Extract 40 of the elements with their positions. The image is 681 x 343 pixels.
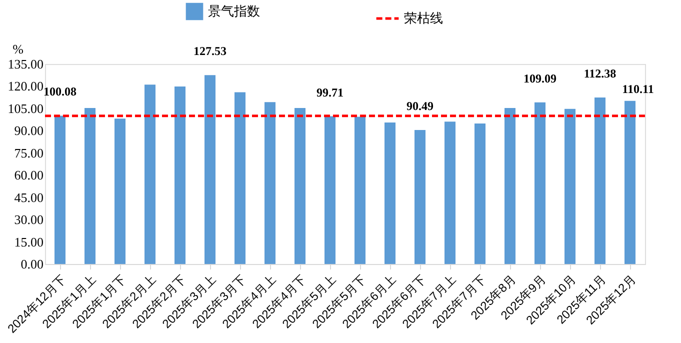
bar — [354, 116, 366, 264]
y-tick-label: 0.00 — [20, 256, 44, 272]
bar — [384, 122, 396, 264]
data-label: 112.38 — [584, 66, 616, 81]
bar — [564, 108, 576, 264]
bar — [324, 116, 336, 264]
bar — [594, 98, 606, 264]
bar — [534, 102, 546, 264]
bar — [144, 84, 156, 264]
bar — [84, 108, 96, 264]
bar — [444, 122, 456, 264]
y-tick-label: 90.00 — [14, 123, 44, 138]
y-tick-label: 105.00 — [8, 100, 44, 116]
data-label: 99.71 — [316, 85, 344, 100]
bar — [174, 86, 186, 264]
y-tick-label: 30.00 — [14, 212, 44, 228]
bar — [234, 92, 246, 264]
y-tick-label: 45.00 — [14, 190, 44, 205]
bar — [54, 116, 66, 264]
data-label: 110.11 — [622, 82, 654, 96]
bar — [204, 75, 216, 264]
data-label: 100.08 — [44, 84, 76, 99]
bar — [114, 118, 126, 264]
y-tick-label: 135.00 — [8, 56, 44, 72]
data-label: 109.09 — [524, 71, 556, 86]
bar — [474, 124, 486, 264]
bar — [264, 102, 276, 264]
legend-label: 荣枯线 — [404, 10, 443, 26]
y-tick-label: 75.00 — [14, 145, 44, 160]
bar — [624, 100, 636, 264]
y-tick-label: 60.00 — [14, 168, 44, 183]
bar — [504, 108, 516, 264]
bar — [294, 108, 306, 264]
y-tick-label: 120.00 — [8, 78, 44, 94]
data-label: 90.49 — [406, 98, 434, 113]
data-label: 127.53 — [194, 44, 226, 58]
y-tick-label: 15.00 — [14, 234, 44, 250]
bar — [414, 130, 426, 264]
legend-label: 景气指数 — [208, 4, 260, 18]
y-axis-title: % — [12, 42, 24, 56]
